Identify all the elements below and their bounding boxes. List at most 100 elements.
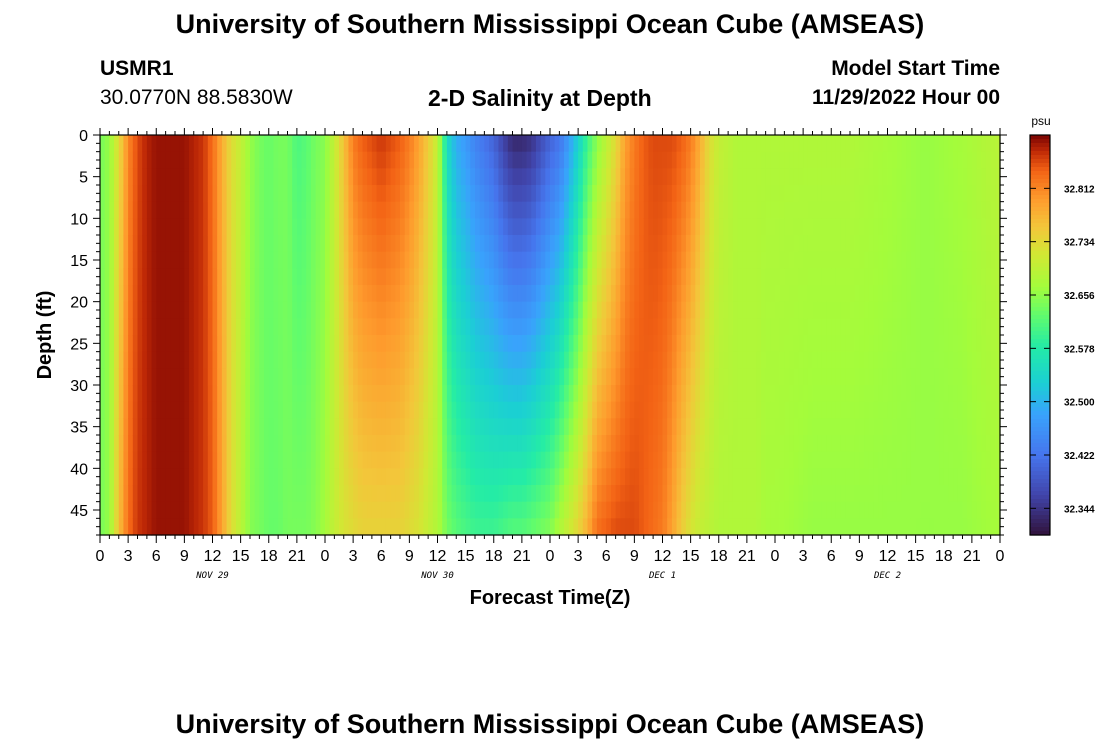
heatmap-cell (142, 185, 148, 203)
heatmap-cell (118, 501, 125, 519)
heatmap-cell (685, 468, 692, 486)
heatmap-cell (264, 201, 270, 219)
heatmap-cell (690, 201, 696, 219)
heatmap-cell (423, 151, 429, 169)
heatmap-cell (967, 218, 973, 236)
heatmap-cell (850, 301, 856, 319)
heatmap-cell (254, 435, 260, 453)
heatmap-cell (193, 201, 200, 219)
heatmap-cell (142, 418, 148, 436)
heatmap-cell (423, 401, 429, 419)
heatmap-cell (250, 218, 256, 236)
heatmap-cell (348, 435, 354, 453)
heatmap-cell (990, 351, 996, 369)
heatmap-cell (456, 501, 462, 519)
heatmap-cell (315, 468, 321, 486)
heatmap-cell (357, 418, 364, 436)
heatmap-cell (643, 268, 650, 286)
heatmap-cell (812, 285, 818, 303)
heatmap-cell (948, 401, 954, 419)
heatmap-cell (639, 235, 645, 253)
heatmap-cell (939, 468, 945, 486)
heatmap-cell (114, 218, 120, 236)
heatmap-cell (990, 501, 996, 519)
heatmap-cell (493, 301, 500, 319)
heatmap-cell (540, 318, 546, 336)
heatmap-cell (934, 468, 940, 486)
heatmap-cell (446, 351, 453, 369)
heatmap-cell (779, 318, 785, 336)
heatmap-cell (282, 185, 289, 203)
heatmap-cell (559, 301, 565, 319)
heatmap-cell (896, 335, 903, 353)
heatmap-cell (798, 335, 804, 353)
heatmap-cell (128, 501, 134, 519)
heatmap-cell (142, 368, 148, 386)
heatmap-cell (610, 451, 617, 469)
heatmap-cell (301, 335, 307, 353)
heatmap-cell (400, 285, 406, 303)
colorbar-segment (1030, 259, 1050, 264)
heatmap-cell (184, 518, 190, 536)
heatmap-cell (976, 351, 982, 369)
heatmap-cell (723, 418, 729, 436)
colorbar-segment (1030, 387, 1050, 392)
heatmap-cell (981, 501, 987, 519)
heatmap-cell (212, 135, 218, 153)
heatmap-cell (995, 368, 1001, 386)
heatmap-cell (456, 418, 462, 436)
heatmap-cell (601, 385, 607, 403)
heatmap-cell (521, 435, 528, 453)
heatmap-cell (404, 135, 410, 153)
heatmap-cell (512, 201, 518, 219)
heatmap-cell (634, 185, 640, 203)
heatmap-cell (864, 285, 870, 303)
heatmap-cell (512, 235, 518, 253)
heatmap-cell (465, 285, 471, 303)
heatmap-cell (296, 335, 303, 353)
heatmap-cell (578, 235, 584, 253)
heatmap-cell (231, 135, 237, 153)
heatmap-cell (967, 518, 973, 536)
heatmap-cell (343, 501, 350, 519)
heatmap-cell (268, 485, 275, 503)
heatmap-cell (643, 135, 650, 153)
heatmap-cell (268, 451, 275, 469)
heatmap-cell (287, 385, 293, 403)
heatmap-cell (718, 185, 725, 203)
heatmap-cell (826, 201, 832, 219)
heatmap-cell (479, 218, 485, 236)
heatmap-cell (390, 485, 396, 503)
colorbar-segment (1030, 303, 1050, 308)
heatmap-cell (460, 168, 467, 186)
heatmap-cell (306, 501, 312, 519)
heatmap-cell (779, 151, 785, 169)
heatmap-cell (179, 251, 185, 269)
heatmap-cell (915, 185, 921, 203)
heatmap-cell (896, 301, 903, 319)
heatmap-cell (554, 401, 560, 419)
colorbar-segment (1030, 147, 1050, 152)
heatmap-cell (381, 235, 387, 253)
heatmap-cell (995, 401, 1001, 419)
heatmap-cell (114, 435, 120, 453)
heatmap-cell (517, 268, 523, 286)
heatmap-cell (376, 218, 382, 236)
heatmap-cell (864, 268, 870, 286)
heatmap-cell (292, 301, 298, 319)
heatmap-cell (526, 268, 532, 286)
heatmap-cell (967, 401, 973, 419)
heatmap-cell (512, 301, 518, 319)
heatmap-cell (732, 401, 739, 419)
heatmap-cell (643, 201, 650, 219)
heatmap-cell (760, 368, 767, 386)
heatmap-cell (971, 435, 978, 453)
heatmap-cell (259, 501, 265, 519)
heatmap-cell (995, 185, 1001, 203)
heatmap-cell (934, 235, 940, 253)
heatmap-cell (746, 468, 753, 486)
heatmap-cell (226, 151, 232, 169)
heatmap-cell (531, 251, 537, 269)
heatmap-cell (910, 301, 917, 319)
heatmap-cell (400, 385, 406, 403)
